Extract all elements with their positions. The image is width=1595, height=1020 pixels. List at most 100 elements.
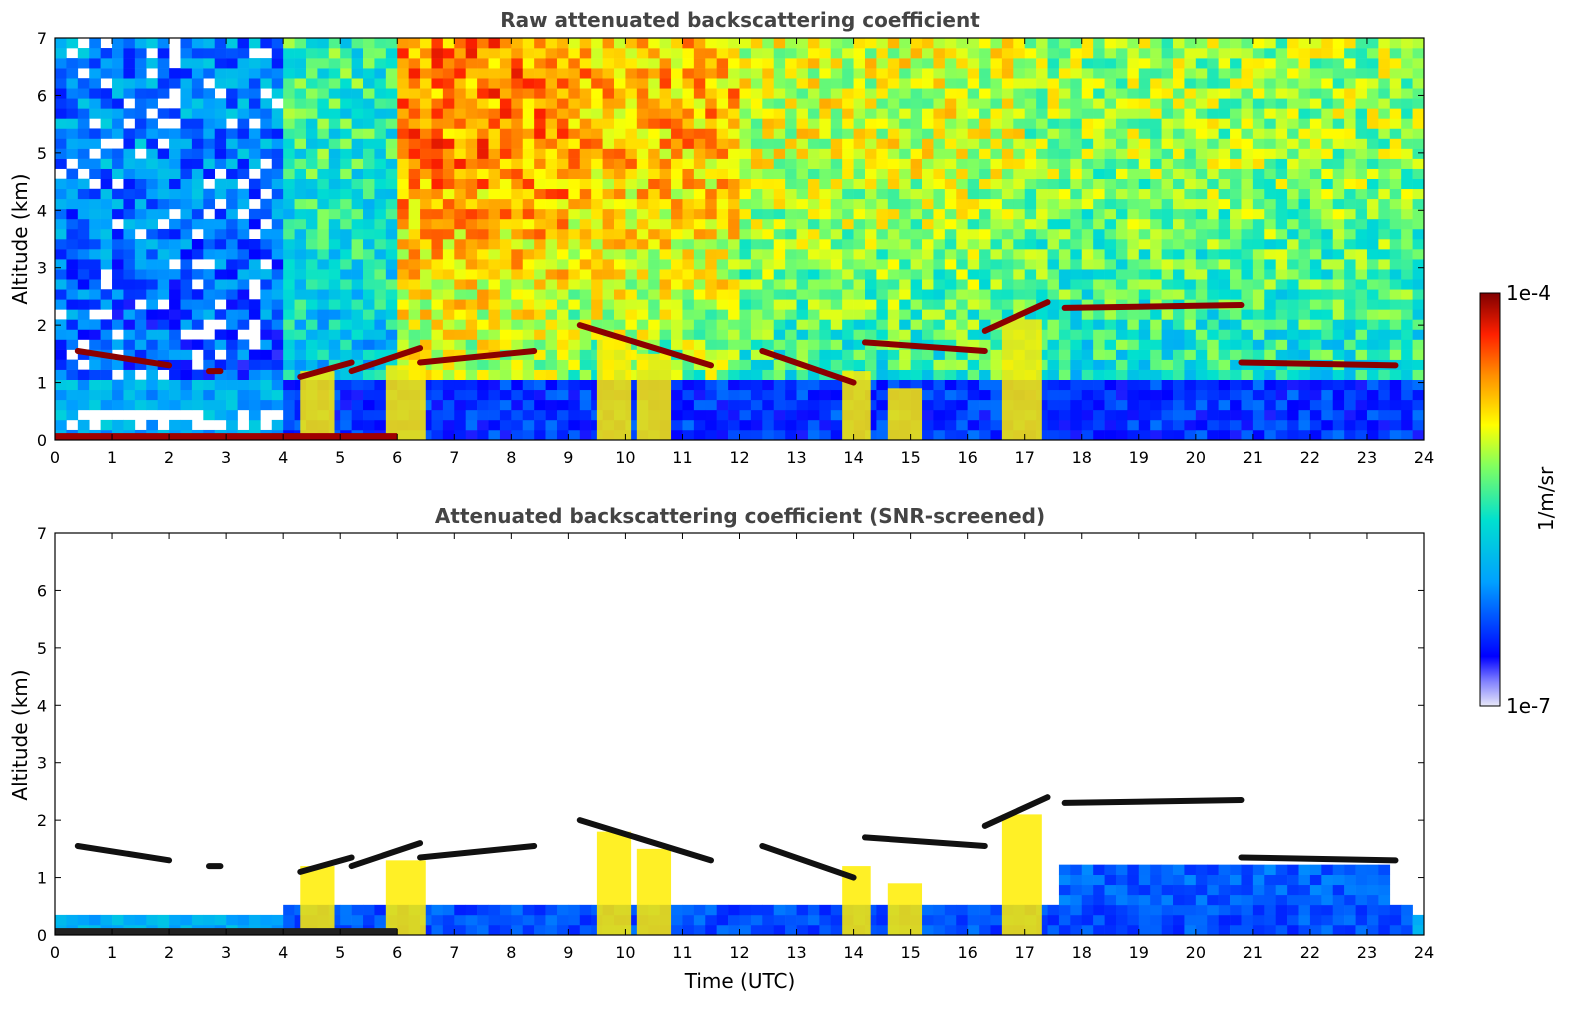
heatmap-cell: [1389, 98, 1402, 109]
heatmap-cell: [1332, 339, 1345, 350]
heatmap-cell: [397, 218, 409, 230]
heatmap-cell: [317, 239, 330, 250]
heatmap-cell: [568, 88, 581, 99]
heatmap-cell: [556, 228, 569, 240]
heatmap-cell: [1058, 58, 1071, 69]
heatmap-cell: [1218, 188, 1231, 200]
heatmap-cell: [807, 148, 820, 159]
heatmap-cell: [1366, 98, 1379, 109]
heatmap-cell: [1195, 158, 1208, 169]
heatmap-cell: [1321, 289, 1334, 300]
heatmap-cell: [979, 329, 991, 340]
heatmap-cell: [1173, 399, 1185, 411]
heatmap-cell: [979, 228, 991, 240]
heatmap-cell: [55, 198, 67, 210]
heatmap-cell: [454, 429, 466, 441]
heatmap-cell: [728, 178, 740, 190]
heatmap-cell: [1412, 118, 1425, 129]
heatmap-cell: [488, 329, 501, 340]
heatmap-cell: [180, 279, 193, 290]
heatmap-cell: [1047, 208, 1060, 220]
heatmap-cell: [385, 48, 398, 59]
heatmap-cell: [842, 299, 854, 310]
heatmap-cell: [1070, 289, 1083, 300]
heatmap-cell: [112, 359, 124, 370]
heatmap-cell: [1252, 38, 1265, 49]
heatmap-cell: [340, 208, 352, 220]
heatmap-cell: [693, 98, 706, 109]
heatmap-cell: [556, 409, 569, 421]
heatmap-cell: [1047, 239, 1060, 250]
heatmap-cell: [796, 329, 809, 340]
heatmap-cell: [1309, 158, 1322, 169]
heatmap-cell: [773, 148, 786, 159]
heatmap-cell: [385, 148, 398, 159]
heatmap-cell: [979, 148, 991, 159]
heatmap-cell: [283, 249, 295, 260]
heatmap-cell: [214, 399, 227, 411]
heatmap-cell: [1173, 58, 1185, 69]
heatmap-cell: [488, 108, 501, 119]
heatmap-cell: [899, 168, 911, 179]
heatmap-cell: [408, 188, 421, 200]
heatmap-cell: [55, 208, 67, 220]
heatmap-cell: [260, 228, 273, 240]
heatmap-cell: [1127, 228, 1140, 240]
heatmap-cell: [305, 148, 318, 159]
heatmap-cell: [169, 399, 181, 411]
heatmap-cell: [385, 208, 398, 220]
heatmap-cell: [1127, 339, 1140, 350]
heatmap-cell: [1150, 108, 1162, 119]
heatmap-cell: [351, 299, 364, 310]
heatmap-cell: [454, 914, 466, 926]
heatmap-cell: [591, 208, 603, 220]
heatmap-cell: [534, 924, 546, 936]
heatmap-cell: [671, 309, 683, 320]
heatmap-cell: [1138, 369, 1151, 380]
heatmap-cell: [488, 148, 501, 159]
heatmap-cell: [522, 198, 535, 210]
heatmap-cell: [1104, 399, 1117, 411]
heatmap-cell: [899, 198, 911, 210]
heatmap-cell: [568, 389, 581, 401]
heatmap-cell: [1401, 319, 1413, 330]
heatmap-cell: [191, 108, 204, 119]
heatmap-cell: [1047, 78, 1060, 89]
heatmap-cell: [283, 419, 295, 431]
heatmap-cell: [1115, 158, 1128, 169]
heatmap-cell: [1184, 208, 1197, 220]
heatmap-cell: [328, 299, 341, 310]
heatmap-cell: [705, 259, 717, 270]
heatmap-cell: [1378, 228, 1391, 240]
heatmap-cell: [716, 309, 729, 320]
heatmap-cell: [534, 118, 546, 129]
heatmap-cell: [728, 118, 740, 129]
heatmap-cell: [910, 218, 923, 230]
heatmap-cell: [762, 259, 775, 270]
heatmap-cell: [568, 259, 581, 270]
heatmap-cell: [1218, 249, 1231, 260]
heatmap-cell: [1081, 108, 1094, 119]
heatmap-cell: [1115, 429, 1128, 441]
heatmap-cell: [591, 218, 603, 230]
heatmap-cell: [1401, 399, 1413, 411]
heatmap-cell: [693, 914, 706, 926]
heatmap-cell: [705, 279, 717, 290]
heatmap-cell: [351, 118, 364, 129]
heatmap-cell: [214, 118, 227, 129]
heatmap-cell: [465, 168, 478, 179]
heatmap-cell: [1195, 289, 1208, 300]
heatmap-cell: [157, 339, 170, 350]
heatmap-cell: [180, 88, 193, 99]
heatmap-cell: [933, 309, 946, 320]
heatmap-cell: [910, 168, 923, 179]
heatmap-cell: [1024, 148, 1037, 159]
heatmap-cell: [1230, 68, 1242, 79]
heatmap-cell: [671, 904, 683, 916]
heatmap-cell: [169, 128, 181, 139]
heatmap-cell: [625, 168, 638, 179]
heatmap-cell: [442, 924, 455, 936]
heatmap-cell: [625, 399, 638, 411]
heatmap-cell: [671, 249, 683, 260]
heatmap-cell: [1001, 48, 1014, 59]
